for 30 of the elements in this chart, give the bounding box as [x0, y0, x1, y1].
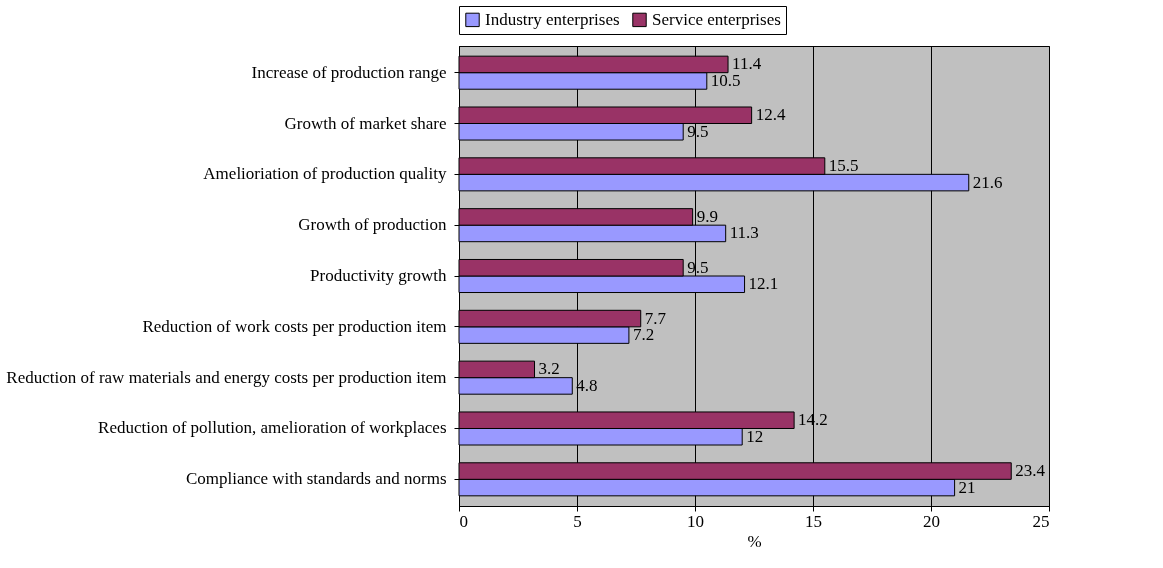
- x-tick-label: 20: [923, 511, 940, 531]
- data-label: 12.4: [755, 105, 786, 125]
- data-label: 9.9: [696, 206, 718, 226]
- y-tick-label: Compliance with standards and norms: [185, 469, 447, 489]
- y-tick-label: Reduction of work costs per production item: [142, 316, 447, 336]
- y-tick-label: Growth of production: [298, 215, 447, 235]
- y-tick-label: Amelioriation of production quality: [203, 164, 447, 184]
- y-tick-label: Reduction of raw materials and energy costs per production item: [6, 367, 447, 387]
- data-label: 12.1: [748, 274, 779, 294]
- x-tick-label: 15: [805, 511, 822, 531]
- data-label: 11.3: [729, 223, 759, 243]
- x-tick-label: 25: [1032, 511, 1050, 531]
- data-label: 21.6: [972, 172, 1003, 192]
- y-tick-label: Increase of production range: [251, 62, 447, 82]
- legend-label: Service enterprises: [652, 9, 781, 29]
- data-label: 3.2: [538, 359, 560, 379]
- x-tick-label: 5: [573, 511, 582, 531]
- data-label: 7.2: [632, 325, 655, 345]
- y-tick-label: Reduction of pollution, amelioration of workplaces: [98, 418, 447, 438]
- data-label: 23.4: [1015, 461, 1046, 481]
- y-tick-label: Growth of market share: [284, 113, 447, 133]
- y-tick-label: Productivity growth: [310, 266, 447, 285]
- x-tick-label: 0: [459, 511, 468, 531]
- data-label: 12: [746, 426, 764, 446]
- data-label: 21: [958, 477, 976, 497]
- data-label: 15.5: [828, 156, 859, 176]
- legend-label: Industry enterprises: [485, 9, 620, 29]
- data-label: 7.7: [644, 308, 667, 328]
- x-tick-label: 10: [687, 511, 704, 531]
- x-axis-title: %: [747, 531, 762, 551]
